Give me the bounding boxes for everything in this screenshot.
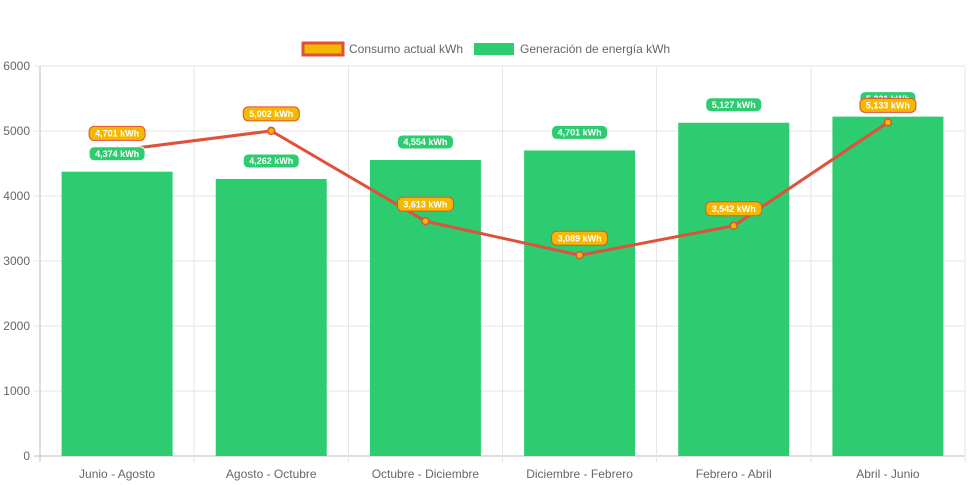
x-tick-label: Abril - Junio	[856, 467, 920, 481]
bar-data-label-box	[88, 146, 146, 162]
legend-swatch-consumo	[301, 41, 345, 57]
legend-swatch-generacion	[474, 43, 514, 55]
legend-item-generacion[interactable]: Generación de energía kWh	[474, 42, 670, 56]
bar-data-label-text: 4,374 kWh	[95, 149, 139, 159]
bar-data-label-text: 4,554 kWh	[403, 137, 447, 147]
bar-generacion[interactable]	[678, 122, 790, 457]
line-data-label-box	[88, 125, 146, 141]
bar-data-label-text: 4,701 kWh	[558, 128, 602, 138]
bar-series	[61, 116, 944, 457]
line-data-label: 5,002 kWh	[242, 106, 300, 122]
line-data-label-text: 3,613 kWh	[403, 199, 447, 209]
line-data-label: 5,133 kWh	[859, 97, 917, 113]
line-data-label-box	[551, 230, 609, 246]
line-data-label-box	[705, 201, 763, 217]
point-consumo[interactable]	[883, 118, 893, 127]
x-tick-label: Febrero - Abril	[696, 467, 772, 481]
data-labels: 4,374 kWh 4,262 kWh 4,554 kWh 4,701 kWh 5,12…	[88, 91, 917, 246]
bar-data-label-box	[396, 134, 454, 150]
line-data-label: 3,089 kWh	[551, 230, 609, 246]
x-tick-label: Junio - Agosto	[79, 467, 155, 481]
x-tick-label: Agosto - Octubre	[226, 467, 317, 481]
bar-data-label: 4,554 kWh	[396, 134, 454, 150]
line-data-label-text: 5,133 kWh	[866, 101, 910, 111]
line-data-label: 3,613 kWh	[396, 196, 454, 212]
line-data-label-text: 4,701 kWh	[95, 129, 139, 139]
bar-data-label-box	[551, 124, 609, 140]
legend-label-consumo: Consumo actual kWh	[349, 42, 463, 56]
bar-data-label: 4,374 kWh	[88, 146, 146, 162]
bar-data-label: 4,262 kWh	[242, 153, 300, 169]
line-data-label-box	[396, 196, 454, 212]
point-consumo[interactable]	[267, 126, 276, 136]
y-tick-label: 3000	[3, 254, 30, 268]
y-tick-label: 5000	[3, 124, 30, 138]
line-data-label-text: 3,089 kWh	[558, 233, 602, 243]
y-tick-label: 2000	[3, 319, 30, 333]
bar-data-label-text: 4,262 kWh	[249, 156, 293, 166]
line-data-label-box	[859, 97, 917, 113]
bar-generacion[interactable]	[215, 178, 327, 456]
bar-generacion[interactable]	[524, 150, 636, 456]
bar-data-label-box	[705, 97, 763, 113]
legend-item-consumo[interactable]: Consumo actual kWh	[301, 41, 463, 57]
line-data-label-text: 3,542 kWh	[712, 204, 756, 214]
bar-generacion[interactable]	[832, 116, 944, 456]
x-tick-label: Diciembre - Febrero	[526, 467, 633, 481]
x-tick-label: Octubre - Diciembre	[372, 467, 480, 481]
bar-data-label-box	[242, 153, 300, 169]
grid	[34, 65, 966, 462]
line-data-label-box	[242, 106, 300, 122]
y-tick-label: 6000	[3, 59, 30, 73]
bar-generacion[interactable]	[61, 171, 173, 456]
point-consumo[interactable]	[575, 250, 584, 260]
y-tick-label: 0	[23, 449, 30, 463]
y-tick-label: 1000	[3, 384, 30, 398]
bar-data-label: 5,127 kWh	[705, 97, 763, 113]
point-consumo[interactable]	[729, 221, 738, 231]
y-tick-label: 4000	[3, 189, 30, 203]
line-data-label: 4,701 kWh	[88, 125, 146, 141]
line-data-label-text: 5,002 kWh	[249, 109, 293, 119]
bar-data-label: 4,701 kWh	[551, 124, 609, 140]
axes: 0 1000 2000 3000 4000 5000 6000 Junio - Agosto A…	[3, 59, 920, 481]
legend[interactable]: Consumo actual kWh Generación de energía …	[301, 41, 670, 57]
point-consumo[interactable]	[421, 216, 430, 226]
legend-label-generacion: Generación de energía kWh	[520, 42, 670, 56]
line-data-label: 3,542 kWh	[705, 201, 763, 217]
bar-data-label-text: 5,127 kWh	[712, 100, 756, 110]
